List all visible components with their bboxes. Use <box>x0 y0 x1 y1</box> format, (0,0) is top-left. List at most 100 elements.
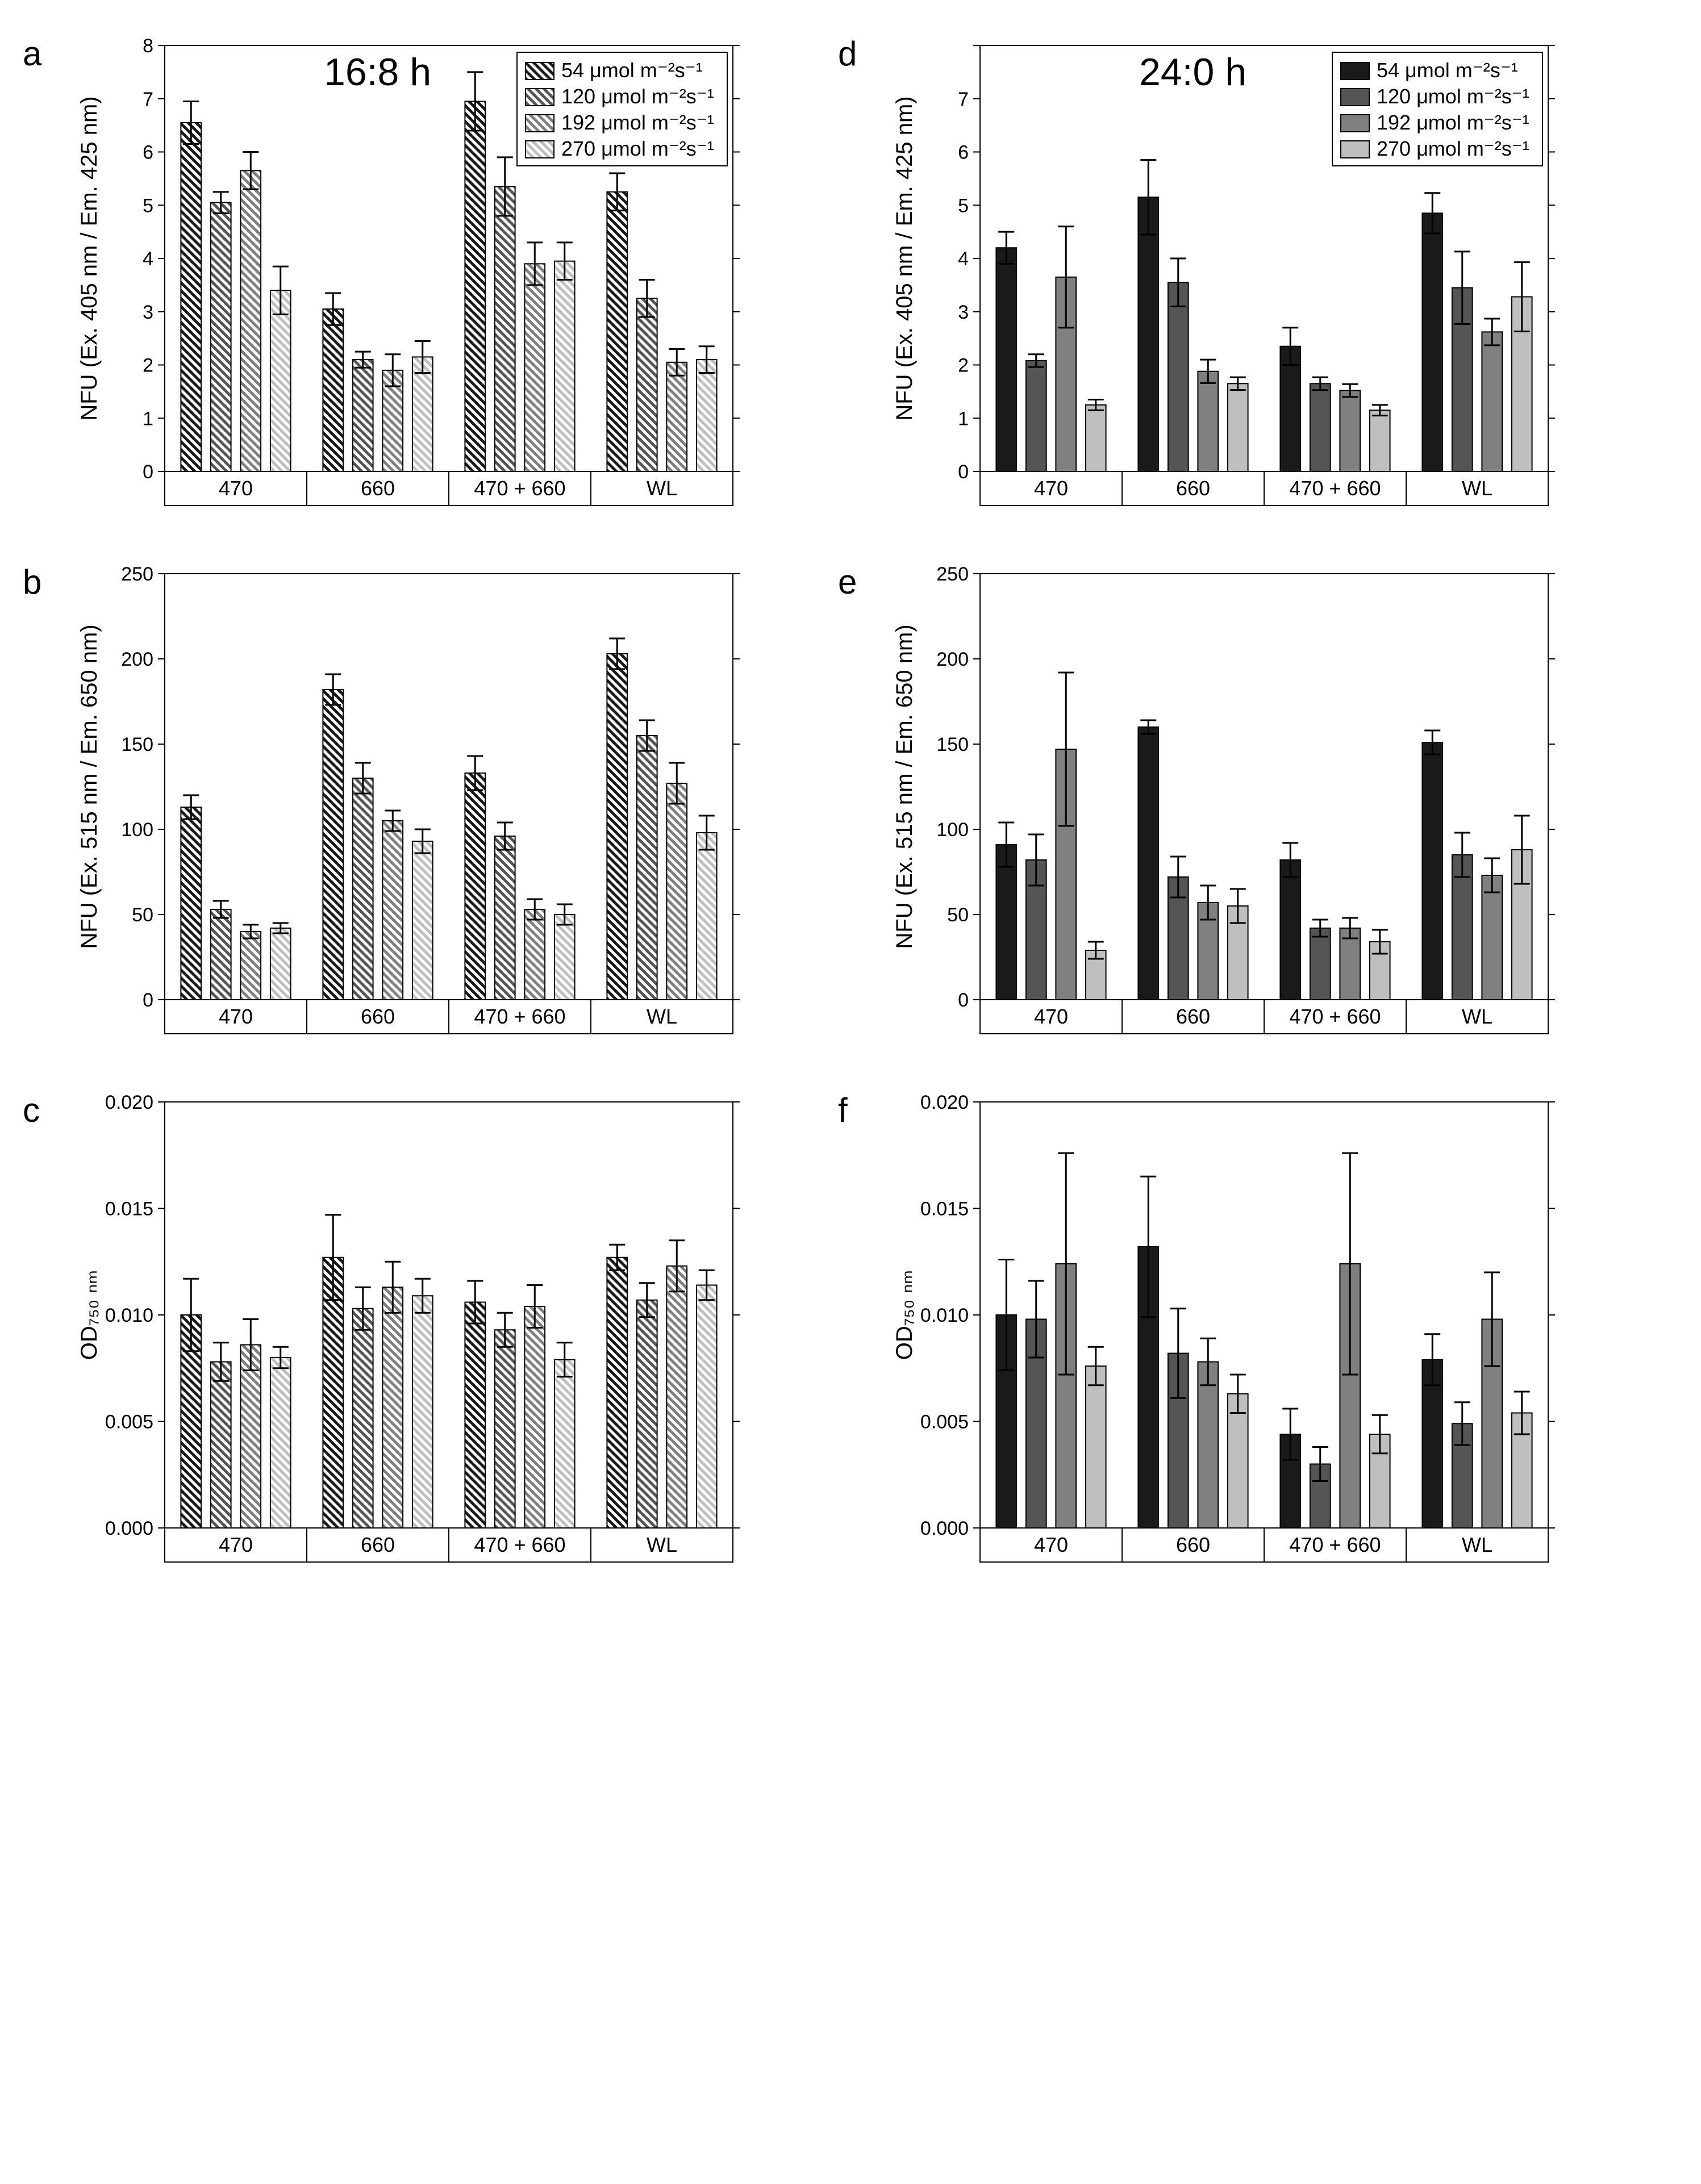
bar <box>353 1309 373 1528</box>
bar <box>607 192 627 471</box>
bar <box>996 845 1016 1000</box>
bar <box>211 1362 231 1529</box>
bar <box>181 807 201 1000</box>
bar <box>697 360 717 471</box>
bar <box>1026 361 1047 471</box>
panel-letter-f: f <box>838 1091 878 1130</box>
bar <box>637 298 657 471</box>
chart-b: 050100150200250NFU (Ex. 515 nm / Em. 650… <box>68 551 750 1062</box>
svg-text:50: 50 <box>947 904 969 926</box>
bar <box>240 170 261 471</box>
svg-text:100: 100 <box>936 819 969 841</box>
ylabel-b: NFU (Ex. 515 nm / Em. 650 nm) <box>77 624 102 949</box>
group-label: 470 <box>219 1005 253 1028</box>
bar <box>270 290 291 471</box>
svg-text:6: 6 <box>143 142 153 164</box>
svg-text:0.000: 0.000 <box>105 1518 153 1539</box>
chart-f: 0.0000.0050.0100.0150.020OD₇₅₀ ₙₘ4706604… <box>883 1079 1565 1590</box>
group-label: 470 <box>219 1533 253 1556</box>
group-label: 660 <box>1176 477 1210 500</box>
bar <box>495 836 515 1000</box>
legend-swatch <box>526 62 554 80</box>
svg-text:250: 250 <box>121 563 153 585</box>
bar <box>1482 332 1502 471</box>
ylabel-d: NFU (Ex. 405 nm / Em. 425 nm) <box>892 96 917 420</box>
bar <box>666 362 687 471</box>
svg-text:5: 5 <box>958 195 969 216</box>
panel-letter-c: c <box>23 1091 62 1130</box>
legend-label: 192 μmol m⁻²s⁻¹ <box>561 111 714 134</box>
legend-label: 54 μmol m⁻²s⁻¹ <box>1377 59 1518 82</box>
bar <box>996 248 1016 471</box>
legend-label: 192 μmol m⁻²s⁻¹ <box>1377 111 1529 134</box>
group-label: 470 <box>1034 1533 1068 1556</box>
svg-text:0.020: 0.020 <box>920 1092 969 1113</box>
group-label: WL <box>647 1005 677 1028</box>
group-label: 660 <box>361 1005 395 1028</box>
group-label: WL <box>647 1533 677 1556</box>
bar <box>1198 371 1218 471</box>
bar <box>323 309 343 471</box>
panel-a-wrap: a012345678NFU (Ex. 405 nm / Em. 425 nm)4… <box>23 23 798 534</box>
svg-text:0.005: 0.005 <box>920 1412 969 1433</box>
panel-letter-d: d <box>838 34 878 73</box>
svg-text:7: 7 <box>143 89 153 110</box>
bar <box>666 783 687 1000</box>
group-label: WL <box>1462 1533 1492 1556</box>
bar <box>1138 197 1158 471</box>
panel-a: 012345678NFU (Ex. 405 nm / Em. 425 nm)47… <box>68 23 750 534</box>
legend-swatch <box>526 141 554 158</box>
bar <box>524 264 545 471</box>
group-label: 660 <box>361 1533 395 1556</box>
svg-text:4: 4 <box>143 248 153 270</box>
svg-text:150: 150 <box>121 734 153 755</box>
legend-label: 54 μmol m⁻²s⁻¹ <box>561 59 703 82</box>
panel-e: 050100150200250NFU (Ex. 515 nm / Em. 650… <box>883 551 1565 1062</box>
bar <box>607 1258 627 1528</box>
svg-text:0: 0 <box>143 989 153 1011</box>
svg-text:0.005: 0.005 <box>105 1412 153 1433</box>
svg-text:0: 0 <box>958 461 969 483</box>
svg-text:0.010: 0.010 <box>920 1305 969 1326</box>
legend-swatch <box>526 89 554 106</box>
bar <box>1228 383 1248 471</box>
group-label: 470 <box>1034 477 1068 500</box>
svg-text:5: 5 <box>143 195 153 216</box>
panel-letter-e: e <box>838 562 878 602</box>
svg-text:0.010: 0.010 <box>105 1305 153 1326</box>
bar <box>181 123 201 471</box>
bar <box>465 101 485 471</box>
bar <box>1086 1366 1106 1528</box>
column-title: 16:8 h <box>324 51 431 94</box>
group-label: 470 + 660 <box>474 1533 565 1556</box>
svg-text:3: 3 <box>958 302 969 323</box>
svg-text:3: 3 <box>143 302 153 323</box>
bar <box>211 909 231 1000</box>
bar <box>465 1302 485 1529</box>
svg-text:100: 100 <box>121 819 153 841</box>
panel-letter-b: b <box>23 562 62 602</box>
legend-label: 120 μmol m⁻²s⁻¹ <box>561 85 714 108</box>
ylabel-a: NFU (Ex. 405 nm / Em. 425 nm) <box>77 96 102 420</box>
bar <box>666 1266 687 1528</box>
svg-text:200: 200 <box>936 649 969 670</box>
bar <box>211 203 231 471</box>
bar <box>1086 405 1106 471</box>
chart-a: 012345678NFU (Ex. 405 nm / Em. 425 nm)47… <box>68 23 750 534</box>
svg-text:250: 250 <box>936 563 969 585</box>
figure-grid: a012345678NFU (Ex. 405 nm / Em. 425 nm)4… <box>23 23 1614 1590</box>
chart-d: 01234567NFU (Ex. 405 nm / Em. 425 nm)470… <box>883 23 1565 534</box>
panel-f: 0.0000.0050.0100.0150.020OD₇₅₀ ₙₘ4706604… <box>883 1079 1565 1590</box>
bar <box>1370 410 1390 471</box>
bar <box>697 1285 717 1529</box>
bar <box>1310 928 1331 1000</box>
bar <box>270 1358 291 1528</box>
bar <box>607 654 627 1000</box>
legend-label: 270 μmol m⁻²s⁻¹ <box>561 137 714 160</box>
svg-text:200: 200 <box>121 649 153 670</box>
group-label: 470 + 660 <box>474 1005 565 1028</box>
svg-text:0.000: 0.000 <box>920 1518 969 1539</box>
svg-text:0.015: 0.015 <box>105 1199 153 1220</box>
legend-swatch <box>526 115 554 132</box>
bar <box>697 833 717 1000</box>
